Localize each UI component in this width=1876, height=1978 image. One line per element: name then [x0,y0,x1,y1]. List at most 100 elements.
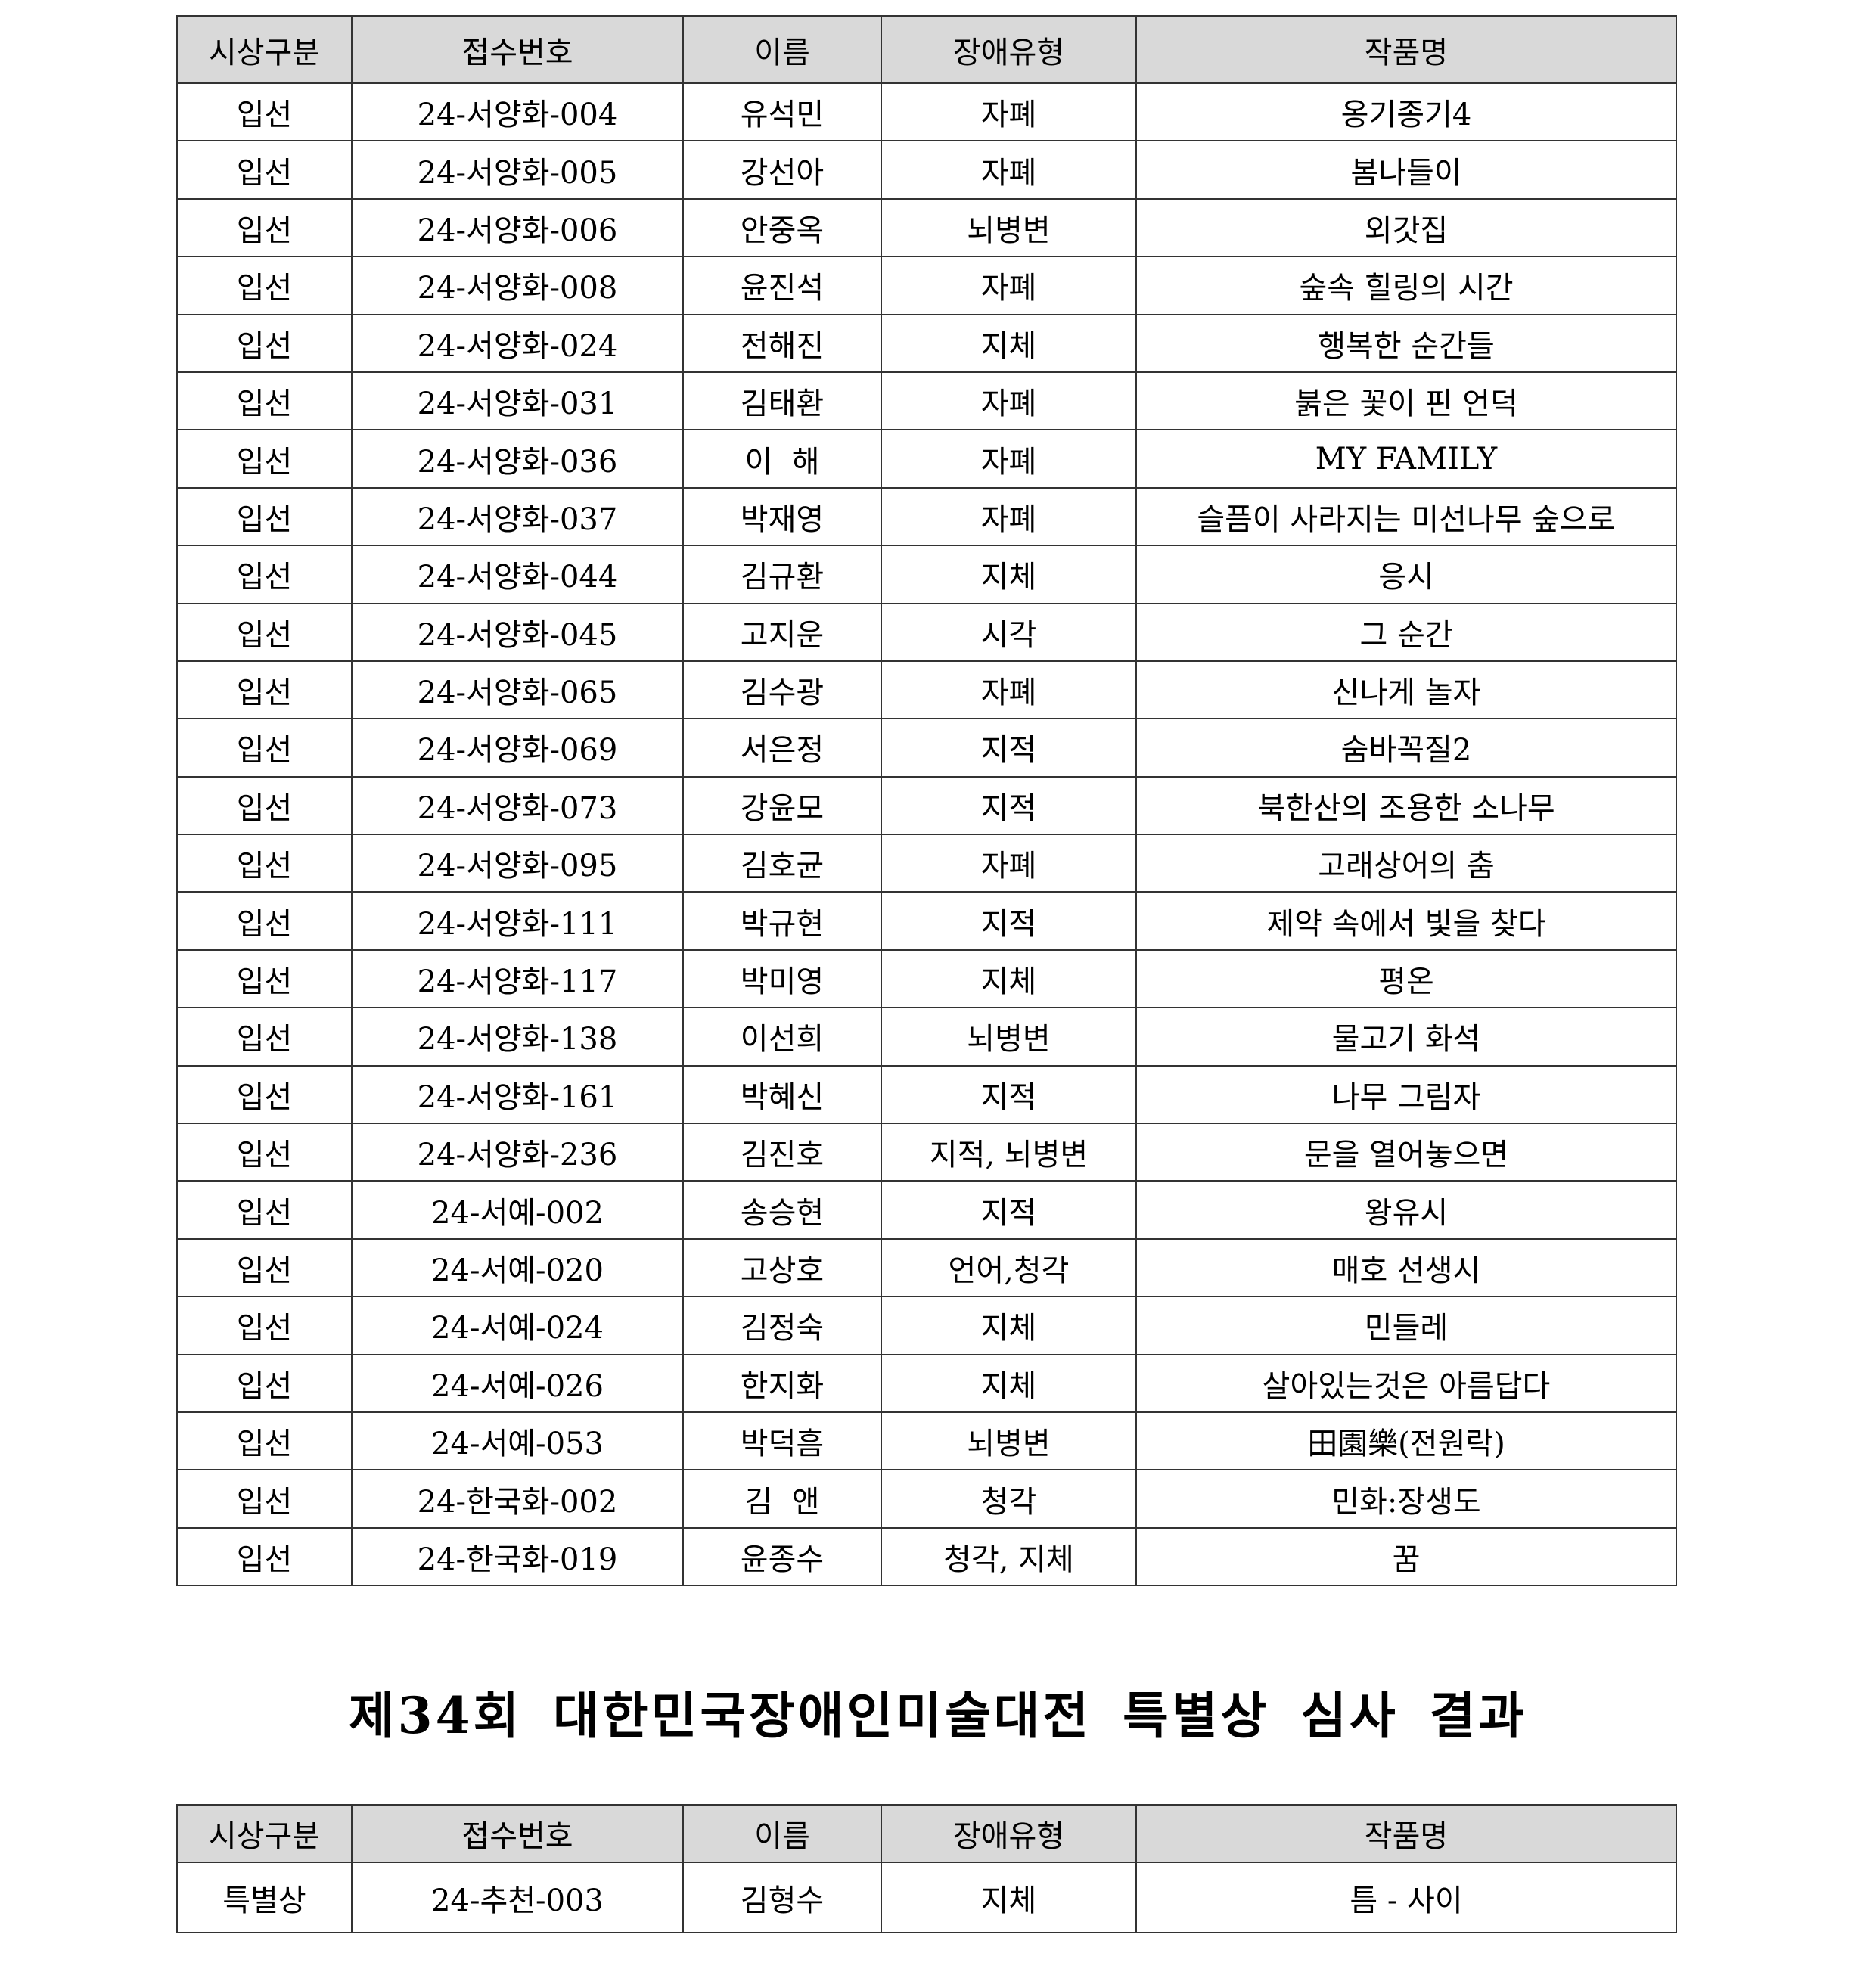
table-row: 입선 24-서예-026 한지화 지체 살아있는것은 아름답다 [176,1353,1677,1413]
cell-entry-number: 24-서양화-005 [351,140,684,200]
table-row: 입선 24-서양화-138 이선희 뇌병변 물고기 화석 [176,1007,1677,1067]
cell-entry-number: 24-서양화-006 [351,197,684,258]
cell-entry-number: 24-서양화-065 [351,660,684,720]
cell-entry-number: 24-서양화-111 [351,891,684,951]
table-row: 입선 24-서양화-111 박규현 지적 제약 속에서 빛을 찾다 [176,891,1677,951]
cell-artwork-title: 살아있는것은 아름답다 [1135,1353,1677,1413]
cell-artwork-title: 민들레 [1135,1296,1677,1355]
cell-award-category: 입선 [176,718,353,778]
cell-entry-number: 24-서예-026 [351,1353,684,1413]
cell-award-category: 특별상 [176,1862,353,1933]
cell-name: 김형수 [682,1862,882,1933]
cell-disability-type: 지체 [881,1862,1137,1933]
cell-award-category: 입선 [176,775,353,836]
cell-entry-number: 24-추천-003 [351,1862,684,1933]
cell-disability-type: 자폐 [881,834,1137,893]
cell-name: 박혜신 [682,1064,882,1125]
table-row: 입선 24-서양화-073 강윤모 지적 북한산의 조용한 소나무 [176,775,1677,836]
cell-name: 김호균 [682,834,882,893]
table-row: 입선 24-서양화-031 김태환 자폐 붉은 꽃이 핀 언덕 [176,371,1677,431]
cell-entry-number: 24-서양화-236 [351,1123,684,1182]
table-header-row: 시상구분 접수번호 이름 장애유형 작품명 [176,15,1677,84]
cell-artwork-title: 꿈 [1135,1526,1677,1587]
cell-artwork-title: 봄나들이 [1135,140,1677,200]
cell-award-category: 입선 [176,834,353,893]
cell-artwork-title: 숲속 힐링의 시간 [1135,256,1677,315]
header-entry-number: 접수번호 [351,15,684,84]
cell-name: 김태환 [682,371,882,431]
cell-artwork-title: 신나게 놀자 [1135,660,1677,720]
cell-entry-number: 24-서양화-037 [351,486,684,547]
cell-entry-number: 24-서양화-031 [351,371,684,431]
cell-disability-type: 지적, 뇌병변 [881,1123,1137,1182]
cell-disability-type: 자폐 [881,140,1137,200]
cell-name: 김 앤 [682,1469,882,1529]
table-row: 입선 24-서양화-161 박혜신 지적 나무 그림자 [176,1064,1677,1125]
cell-artwork-title: 평온 [1135,949,1677,1009]
cell-award-category: 입선 [176,545,353,604]
cell-entry-number: 24-한국화-019 [351,1526,684,1587]
cell-artwork-title: 옹기종기4 [1135,82,1677,142]
header-artwork-title: 작품명 [1135,15,1677,84]
cell-name: 이선희 [682,1007,882,1067]
cell-disability-type: 지적 [881,1064,1137,1125]
cell-artwork-title: 왕유시 [1135,1180,1677,1240]
cell-award-category: 입선 [176,313,353,373]
cell-award-category: 입선 [176,660,353,720]
cell-entry-number: 24-서양화-008 [351,256,684,315]
table-row: 입선 24-서양화-065 김수광 자폐 신나게 놀자 [176,660,1677,720]
cell-award-category: 입선 [176,1180,353,1240]
cell-name: 박규현 [682,891,882,951]
cell-name: 안중옥 [682,197,882,258]
header-artwork-title: 작품명 [1135,1804,1677,1863]
table-row: 입선 24-서예-020 고상호 언어,청각 매호 선생시 [176,1237,1677,1298]
cell-name: 송승현 [682,1180,882,1240]
cell-entry-number: 24-서양화-073 [351,775,684,836]
header-disability-type: 장애유형 [881,1804,1137,1863]
table-row: 입선 24-서양화-005 강선아 자폐 봄나들이 [176,140,1677,200]
cell-disability-type: 지적 [881,718,1137,778]
table-row: 입선 24-한국화-019 윤종수 청각, 지체 꿈 [176,1526,1677,1587]
table-row: 입선 24-서양화-236 김진호 지적, 뇌병변 문을 열어놓으면 [176,1123,1677,1182]
cell-name: 윤종수 [682,1526,882,1587]
table-row: 입선 24-서예-053 박덕흠 뇌병변 田園樂(전원락) [176,1411,1677,1471]
cell-award-category: 입선 [176,1064,353,1125]
cell-disability-type: 자폐 [881,486,1137,547]
cell-disability-type: 자폐 [881,256,1137,315]
cell-award-category: 입선 [176,1123,353,1182]
cell-artwork-title: 물고기 화석 [1135,1007,1677,1067]
header-award-category: 시상구분 [176,15,353,84]
cell-award-category: 입선 [176,82,353,142]
cell-name: 서은정 [682,718,882,778]
cell-award-category: 입선 [176,949,353,1009]
cell-disability-type: 지체 [881,1353,1137,1413]
cell-entry-number: 24-서예-053 [351,1411,684,1471]
cell-artwork-title: 문을 열어놓으면 [1135,1123,1677,1182]
cell-award-category: 입선 [176,1237,353,1298]
cell-name: 박미영 [682,949,882,1009]
cell-artwork-title: 외갓집 [1135,197,1677,258]
cell-name: 강윤모 [682,775,882,836]
cell-name: 김정숙 [682,1296,882,1355]
award-results-table: 시상구분 접수번호 이름 장애유형 작품명 입선 24-서양화-004 유석민 자폐 옹기종기4… [176,15,1677,1587]
cell-name: 박덕흠 [682,1411,882,1471]
table-row: 입선 24-서양화-044 김규환 지체 응시 [176,545,1677,604]
cell-name: 한지화 [682,1353,882,1413]
cell-name: 윤진석 [682,256,882,315]
table-row: 특별상 24-추천-003 김형수 지체 틈 - 사이 [176,1862,1677,1933]
cell-entry-number: 24-서양화-044 [351,545,684,604]
table-row: 입선 24-한국화-002 김 앤 청각 민화:장생도 [176,1469,1677,1529]
cell-entry-number: 24-서양화-024 [351,313,684,373]
cell-entry-number: 24-서양화-069 [351,718,684,778]
cell-artwork-title: 슬픔이 사라지는 미선나무 숲으로 [1135,486,1677,547]
cell-award-category: 입선 [176,429,353,489]
cell-artwork-title: 행복한 순간들 [1135,313,1677,373]
cell-artwork-title: 북한산의 조용한 소나무 [1135,775,1677,836]
special-award-table: 시상구분 접수번호 이름 장애유형 작품명 특별상 24-추천-003 김형수 지체 틈 - 사… [176,1804,1677,1933]
cell-name: 고지운 [682,602,882,662]
table-row: 입선 24-서양화-069 서은정 지적 숨바꼭질2 [176,718,1677,778]
cell-award-category: 입선 [176,1526,353,1587]
cell-disability-type: 지체 [881,313,1137,373]
cell-artwork-title: 매호 선생시 [1135,1237,1677,1298]
cell-disability-type: 자폐 [881,371,1137,431]
